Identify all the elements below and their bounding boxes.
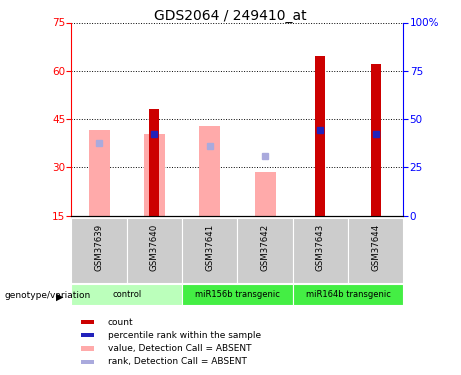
Bar (82, 346, 94, 351)
Bar (82, 320, 94, 324)
Bar (254, 172, 276, 216)
Bar (149, 110, 160, 216)
Bar (315, 56, 325, 216)
Bar (89, 130, 110, 216)
Bar (199, 126, 220, 216)
Bar (82, 360, 94, 364)
Text: GDS2064 / 249410_at: GDS2064 / 249410_at (154, 9, 307, 23)
Bar (293, 217, 348, 283)
Text: GSM37639: GSM37639 (95, 224, 104, 271)
Text: GSM37642: GSM37642 (260, 224, 270, 271)
Text: miR156b transgenic: miR156b transgenic (195, 290, 280, 299)
Bar (71, 284, 182, 304)
Text: GSM37644: GSM37644 (371, 224, 380, 271)
Bar (237, 217, 293, 283)
Bar (182, 217, 237, 283)
Bar (71, 217, 127, 283)
Bar (348, 217, 403, 283)
Text: GSM37641: GSM37641 (205, 224, 214, 271)
Text: count: count (108, 318, 134, 327)
Text: GSM37640: GSM37640 (150, 224, 159, 271)
Bar (82, 333, 94, 338)
Text: value, Detection Call = ABSENT: value, Detection Call = ABSENT (108, 344, 251, 353)
Text: genotype/variation: genotype/variation (5, 291, 91, 300)
Bar (371, 64, 381, 216)
Text: GSM37643: GSM37643 (316, 224, 325, 271)
Bar (144, 134, 165, 216)
Text: control: control (112, 290, 142, 299)
Text: percentile rank within the sample: percentile rank within the sample (108, 331, 261, 340)
Bar (182, 284, 293, 304)
Text: rank, Detection Call = ABSENT: rank, Detection Call = ABSENT (108, 357, 247, 366)
Text: ▶: ▶ (56, 292, 64, 302)
Bar (127, 217, 182, 283)
Text: miR164b transgenic: miR164b transgenic (306, 290, 390, 299)
Bar (293, 284, 403, 304)
